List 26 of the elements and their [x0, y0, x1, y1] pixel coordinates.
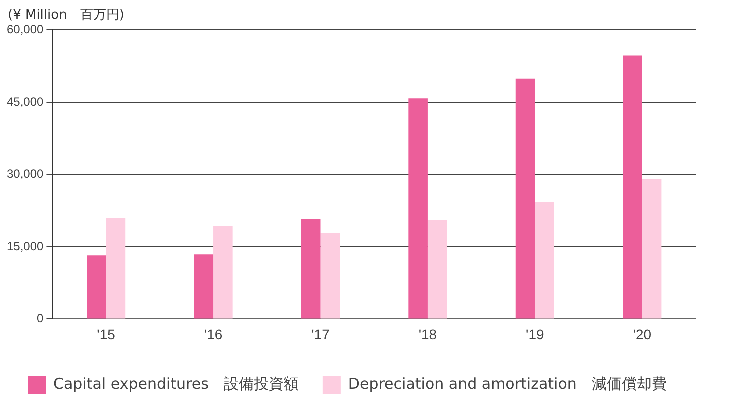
y-tick-label: 60,000 [7, 22, 44, 37]
x-tick-label: '20 [633, 326, 652, 342]
y-tick-label: 45,000 [7, 94, 44, 109]
y-tick-label: 0 [37, 312, 44, 326]
y-tick-label: 30,000 [7, 167, 44, 182]
bar [535, 202, 554, 319]
y-tick-label: 15,000 [7, 239, 44, 254]
bar [408, 98, 428, 319]
bar [87, 256, 106, 319]
bar [428, 220, 448, 319]
bar [194, 254, 214, 319]
y-axis-title: (¥ Million 百万円) [8, 7, 124, 24]
bar [623, 56, 642, 319]
x-tick-label: '15 [97, 326, 116, 342]
bar [642, 179, 662, 319]
bar [214, 226, 233, 319]
x-tick-label: '17 [312, 326, 330, 342]
bar [516, 78, 536, 319]
legend-label: Depreciation and amortization 減価償却費 [348, 374, 667, 393]
bar [106, 218, 126, 319]
bar [301, 219, 321, 319]
x-tick-label: '16 [204, 326, 223, 342]
x-tick-label: '18 [418, 326, 438, 342]
x-tick-label: '19 [526, 326, 545, 342]
legend-label: Capital expenditures 設備投資額 [54, 374, 299, 393]
bar [320, 232, 340, 319]
